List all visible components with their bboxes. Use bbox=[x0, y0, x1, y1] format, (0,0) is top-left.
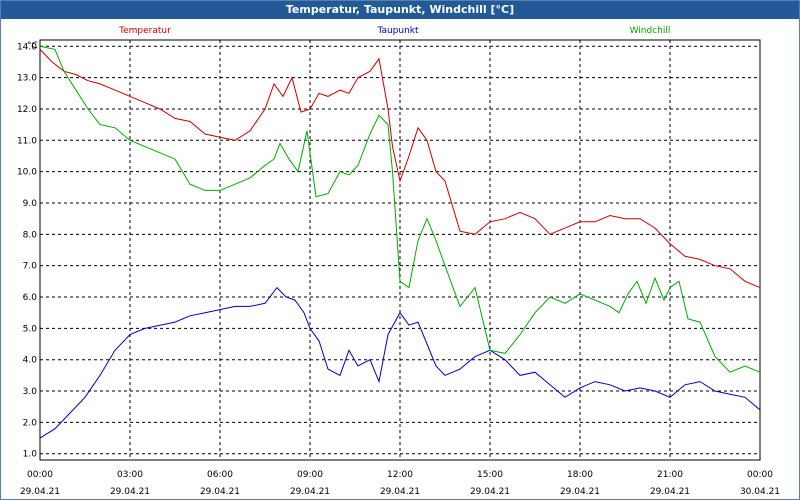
x-tick-time: 03:00 bbox=[117, 470, 143, 480]
y-tick-label: 1.0 bbox=[23, 450, 38, 460]
series-line-temperatur bbox=[39, 49, 761, 289]
x-tick-time: 09:00 bbox=[297, 470, 323, 480]
x-tick-time: 06:00 bbox=[207, 470, 233, 480]
x-tick-time: 12:00 bbox=[387, 470, 413, 480]
y-tick-label: 12.0 bbox=[17, 105, 37, 115]
x-tick-date: 29.04.21 bbox=[110, 487, 150, 497]
y-tick-label: 13.0 bbox=[17, 74, 37, 84]
series-line-windchill bbox=[39, 45, 761, 373]
y-tick-label: 2.0 bbox=[23, 418, 38, 428]
x-tick-date: 30.04.21 bbox=[740, 487, 780, 497]
y-tick-label: 10.0 bbox=[17, 168, 37, 178]
y-axis-label: °C bbox=[27, 41, 38, 51]
y-tick-label: 7.0 bbox=[23, 262, 38, 272]
legend-temperatur: Temperatur bbox=[118, 26, 171, 36]
y-tick-label: 8.0 bbox=[23, 230, 38, 240]
legend: Temperatur Taupunkt Windchill bbox=[118, 26, 670, 36]
y-tick-label: 14.0 bbox=[17, 42, 37, 52]
plot-area bbox=[39, 39, 761, 461]
x-tick-time: 21:00 bbox=[657, 470, 683, 480]
x-tick-date: 29.04.21 bbox=[380, 487, 420, 497]
window-title: Temperatur, Taupunkt, Windchill [°C] bbox=[1, 1, 799, 19]
y-tick-label: 4.0 bbox=[23, 356, 38, 366]
y-tick-label: 9.0 bbox=[23, 199, 38, 209]
series-lines bbox=[39, 45, 761, 439]
y-axis-ticks: 1.0 2.0 3.0 4.0 5.0 6.0 7.0 8.0 9.0 10.0 11.0 12.0 1… bbox=[17, 42, 37, 459]
x-tick-date: 29.04.21 bbox=[200, 487, 240, 497]
x-tick-time: 00:00 bbox=[747, 470, 773, 480]
x-tick-date: 29.04.21 bbox=[650, 487, 690, 497]
x-tick-date: 29.04.21 bbox=[560, 487, 600, 497]
y-tick-label: 11.0 bbox=[17, 136, 37, 146]
x-tick-date: 29.04.21 bbox=[290, 487, 330, 497]
y-tick-label: 6.0 bbox=[23, 293, 38, 303]
x-tick-time: 15:00 bbox=[477, 470, 503, 480]
y-tick-label: 5.0 bbox=[23, 324, 38, 334]
series-line-taupunkt bbox=[39, 286, 761, 439]
x-tick-date: 29.04.21 bbox=[470, 487, 510, 497]
x-tick-time: 18:00 bbox=[567, 470, 593, 480]
legend-taupunkt: Taupunkt bbox=[376, 26, 419, 36]
legend-windchill: Windchill bbox=[630, 26, 671, 36]
y-tick-label: 3.0 bbox=[23, 387, 38, 397]
grid-lines bbox=[40, 40, 760, 460]
x-tick-time: 00:00 bbox=[27, 470, 53, 480]
x-axis-ticks: 00:00 29.04.21 03:00 29.04.21 06:00 29.04.21 0… bbox=[20, 470, 780, 497]
x-tick-date: 29.04.21 bbox=[20, 487, 60, 497]
